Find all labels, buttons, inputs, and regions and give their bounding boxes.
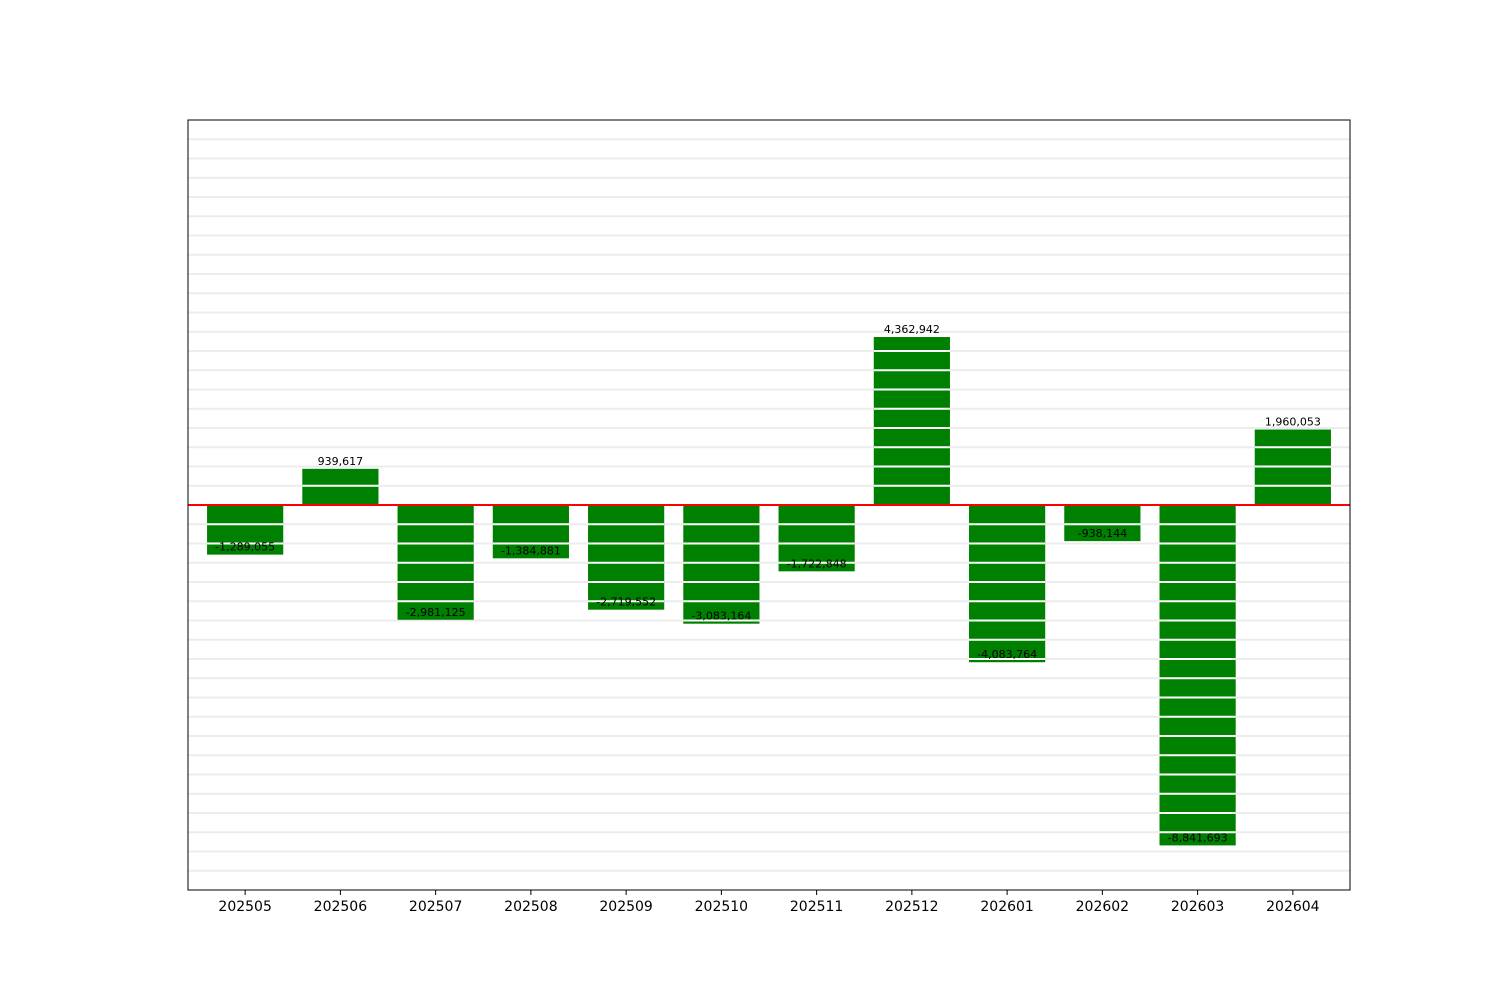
x-tick-label-202507: 202507: [409, 899, 462, 915]
bar-202512: [873, 337, 950, 505]
data-labels: -1,289,055 939,617 -2,981,125 -1,384,881 -2,…: [215, 323, 1321, 844]
x-tick-label-202506: 202506: [314, 899, 368, 915]
bar-202602: [1064, 505, 1141, 542]
bars: [207, 337, 1331, 846]
bar-202603: [1159, 505, 1236, 846]
bar-separators: [207, 350, 1331, 834]
x-tick-label-202508: 202508: [504, 899, 557, 915]
data-label-202601: -4,083,764: [977, 648, 1037, 661]
x-tick-label-202510: 202510: [695, 899, 748, 915]
bar-202506: [302, 468, 379, 505]
bar-202509: [588, 505, 665, 610]
x-tick-label-202603: 202603: [1171, 899, 1224, 915]
data-label-202510: -3,083,164: [691, 610, 751, 623]
x-tick-label-202512: 202512: [885, 899, 938, 915]
gridlines: [188, 138, 1350, 872]
data-label-202604: 1,960,053: [1265, 416, 1321, 429]
x-tick-label-202604: 202604: [1266, 899, 1320, 915]
x-tick-label-202511: 202511: [790, 899, 843, 915]
bar-202505: [207, 505, 284, 555]
axes-frame: [187, 119, 1351, 891]
data-label-202508: -1,384,881: [501, 544, 561, 557]
data-label-202602: -938,144: [1078, 527, 1127, 540]
x-tick-label-202509: 202509: [599, 899, 652, 915]
data-label-202506: 939,617: [318, 455, 364, 468]
bar-202508: [492, 505, 569, 559]
data-label-202505: -1,289,055: [215, 541, 275, 554]
x-tick-label-202505: 202505: [218, 899, 271, 915]
x-tick-label-202602: 202602: [1076, 899, 1129, 915]
data-label-202509: -2,719,552: [596, 596, 656, 609]
x-axis-ticks: 202505 202506 202507 202508 202509 202510 2025…: [218, 890, 1320, 915]
bar-202510: [683, 505, 760, 624]
data-label-202511: -1,722,848: [787, 557, 847, 570]
bar-202511: [778, 505, 855, 572]
data-label-202512: 4,362,942: [884, 323, 940, 336]
data-label-202603: -8,841,693: [1168, 831, 1228, 844]
x-tick-label-202601: 202601: [980, 899, 1033, 915]
data-label-202507: -2,981,125: [406, 606, 466, 619]
bar-202601: [969, 505, 1046, 663]
